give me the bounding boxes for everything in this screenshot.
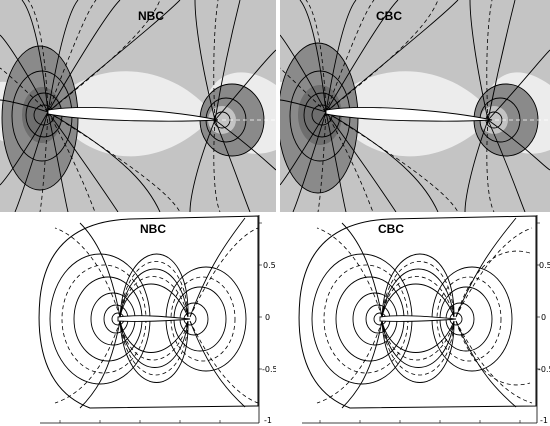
contour-plot-top-left bbox=[0, 0, 276, 212]
airfoil-shape bbox=[47, 107, 219, 122]
panel-top-left: NBC bbox=[0, 0, 276, 212]
tick-label-y: 0.5 bbox=[263, 261, 276, 270]
panel-title: NBC bbox=[140, 222, 166, 236]
domain-boundary bbox=[298, 215, 537, 409]
panel-bottom-left: NBC 0.5 0 -0.5 -1 bbox=[0, 213, 276, 426]
tick-label-y: -1 bbox=[264, 416, 272, 425]
contour-plot-bottom-right bbox=[280, 213, 550, 426]
tick-label-y: -0.5 bbox=[538, 365, 550, 374]
tick-label-y: 0 bbox=[265, 313, 271, 322]
airfoil-shape bbox=[117, 315, 191, 322]
leading-edge-darker-region bbox=[22, 87, 62, 143]
dashed-contour-lines bbox=[280, 0, 550, 212]
tick-label-y: 0.5 bbox=[539, 261, 550, 270]
airfoil-shape bbox=[325, 107, 493, 122]
axis-ticks bbox=[319, 222, 540, 423]
dashed-contour-lines bbox=[0, 0, 276, 212]
dashed-contour-lines bbox=[316, 227, 533, 404]
contour-plot-top-right bbox=[280, 0, 550, 212]
tick-label-y: -0.5 bbox=[262, 365, 276, 374]
tick-label-y: -1 bbox=[540, 416, 548, 425]
panel-bottom-right: CBC 0.5 0 -0.5 -1 bbox=[280, 213, 550, 426]
contour-lines bbox=[0, 0, 276, 212]
axis-ticks bbox=[59, 222, 262, 423]
tick-label-y: 0 bbox=[541, 313, 547, 322]
panel-top-right: CBC bbox=[280, 0, 550, 212]
panel-title: CBC bbox=[378, 222, 404, 236]
panel-title: NBC bbox=[138, 9, 164, 23]
contour-plot-bottom-left bbox=[0, 213, 276, 426]
trailing-edge-light-region bbox=[480, 106, 508, 134]
panel-title: CBC bbox=[376, 9, 402, 23]
airfoil-shape bbox=[379, 315, 457, 322]
